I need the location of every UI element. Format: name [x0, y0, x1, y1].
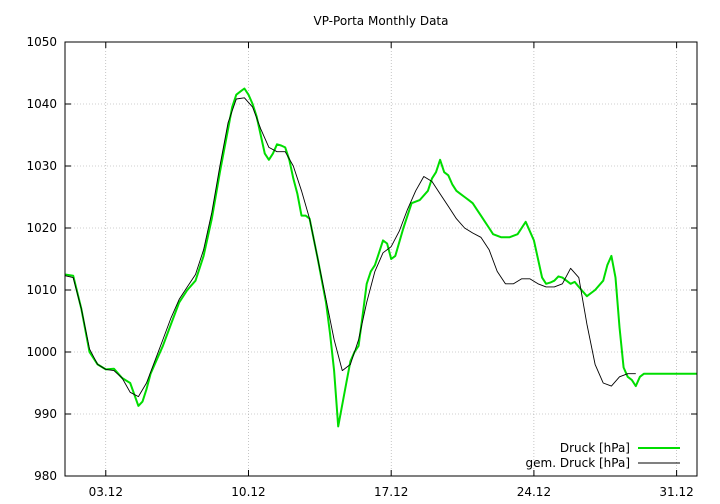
series-group [64, 87, 697, 428]
x-tick-label: 17.12 [374, 485, 408, 499]
legend-label: gem. Druck [hPa] [526, 456, 630, 470]
x-tick-label: 10.12 [231, 485, 265, 499]
y-axis: 980 990 1000 1010 1020 1030 1040 1050 [26, 35, 697, 483]
y-tick-label: 1040 [26, 97, 57, 111]
legend: Druck [hPa]gem. Druck [hPa] [526, 441, 680, 470]
chart-title: VP-Porta Monthly Data [314, 14, 449, 28]
y-tick-label: 990 [34, 407, 57, 421]
legend-label: Druck [hPa] [560, 441, 630, 455]
y-tick-label: 1020 [26, 221, 57, 235]
x-tick-label: 31.12 [659, 485, 693, 499]
y-tick-label: 1050 [26, 35, 57, 49]
series-line-druck [64, 87, 697, 428]
grid [65, 42, 697, 476]
x-tick-label: 24.12 [517, 485, 551, 499]
y-tick-label: 1010 [26, 283, 57, 297]
plot-frame [64, 41, 698, 477]
series-line-gem-druck [64, 97, 636, 398]
y-tick-label: 1030 [26, 159, 57, 173]
x-tick-label: 03.12 [89, 485, 123, 499]
y-tick-label: 980 [34, 469, 57, 483]
x-axis: 03.12 10.12 17.12 24.12 31.12 [89, 42, 694, 499]
y-tick-label: 1000 [26, 345, 57, 359]
